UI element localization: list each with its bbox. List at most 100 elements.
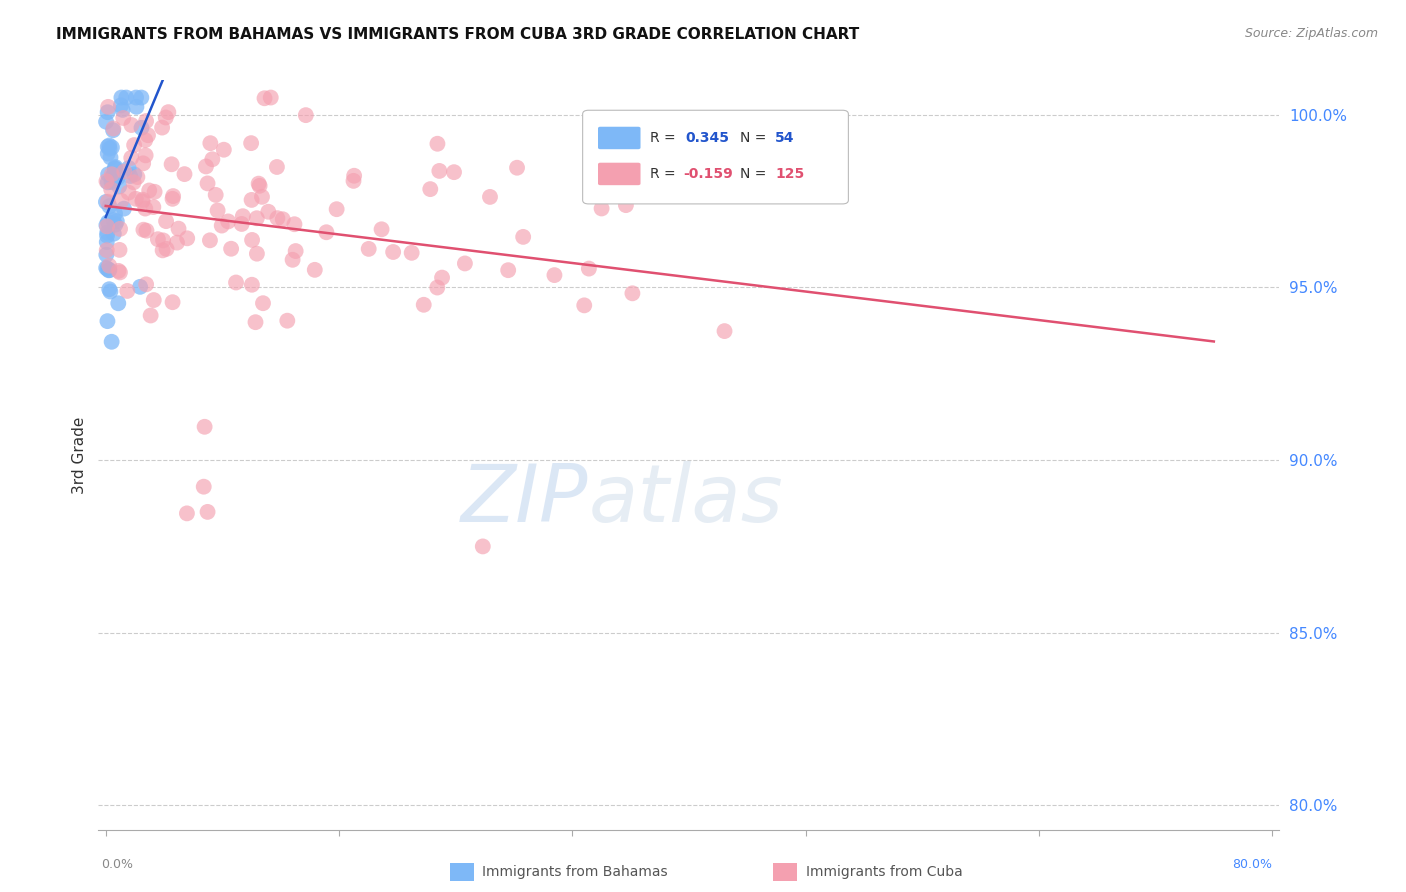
Point <box>155 111 177 125</box>
Point <box>152 233 174 247</box>
Point <box>108 222 131 236</box>
Point <box>136 128 159 143</box>
Point <box>138 184 160 198</box>
Point <box>212 143 235 157</box>
Point <box>167 221 190 235</box>
Point <box>98 259 121 273</box>
Point <box>111 103 134 117</box>
Point <box>97 139 120 153</box>
Point <box>135 148 157 162</box>
Point <box>295 108 318 122</box>
Point <box>211 219 233 233</box>
Point <box>257 204 280 219</box>
Text: Immigrants from Cuba: Immigrants from Cuba <box>806 865 962 880</box>
Point <box>357 242 380 256</box>
Point <box>325 202 347 217</box>
Point <box>249 178 271 193</box>
Point <box>176 507 198 521</box>
Point <box>252 296 274 310</box>
Point <box>713 324 735 338</box>
Point <box>240 193 263 207</box>
Point <box>157 105 180 120</box>
Text: IMMIGRANTS FROM BAHAMAS VS IMMIGRANTS FROM CUBA 3RD GRADE CORRELATION CHART: IMMIGRANTS FROM BAHAMAS VS IMMIGRANTS FR… <box>56 27 859 42</box>
Point <box>614 198 637 212</box>
Point <box>578 261 600 276</box>
Point <box>204 187 226 202</box>
Point <box>139 309 162 323</box>
Point <box>125 100 148 114</box>
Point <box>108 179 131 194</box>
Point <box>105 214 128 228</box>
Point <box>194 419 217 434</box>
Point <box>120 118 142 132</box>
Point <box>283 217 305 231</box>
Point <box>120 151 142 165</box>
Point <box>260 90 283 104</box>
Point <box>200 136 222 151</box>
FancyBboxPatch shape <box>598 127 641 149</box>
Point <box>142 293 165 307</box>
Text: N =: N = <box>740 131 766 145</box>
Text: ZIP: ZIP <box>461 461 589 539</box>
Point <box>132 156 155 170</box>
Y-axis label: 3rd Grade: 3rd Grade <box>72 417 87 493</box>
Point <box>134 202 156 216</box>
Text: 0.0%: 0.0% <box>101 858 134 871</box>
Point <box>176 231 198 245</box>
Point <box>426 280 449 294</box>
Point <box>125 90 148 104</box>
Point <box>142 200 165 214</box>
Point <box>104 218 127 232</box>
Point <box>96 314 118 328</box>
Point <box>370 222 392 236</box>
Point <box>97 194 120 209</box>
Point <box>574 298 596 312</box>
Point <box>96 260 118 275</box>
Point <box>219 242 242 256</box>
Point <box>131 120 153 135</box>
Point <box>276 314 298 328</box>
Point <box>240 136 263 150</box>
Point <box>217 214 239 228</box>
Point <box>98 199 121 213</box>
Point <box>96 226 118 240</box>
Point <box>146 232 169 246</box>
Point <box>112 164 135 178</box>
Point <box>110 194 132 208</box>
Point <box>207 203 229 218</box>
Point <box>155 214 177 228</box>
Point <box>246 211 269 226</box>
Point <box>401 245 423 260</box>
Text: -0.159: -0.159 <box>683 167 733 181</box>
Point <box>266 211 288 226</box>
Point <box>198 233 221 247</box>
Point <box>621 286 644 301</box>
Text: R =: R = <box>650 131 676 145</box>
Point <box>166 235 188 250</box>
Point <box>152 244 174 258</box>
Point <box>506 161 529 175</box>
Point <box>97 167 120 181</box>
Point <box>96 235 118 249</box>
Point <box>427 164 450 178</box>
FancyBboxPatch shape <box>598 162 641 186</box>
Point <box>97 215 120 229</box>
Point <box>115 90 138 104</box>
Point <box>135 224 157 238</box>
Point <box>543 268 565 282</box>
Point <box>134 133 156 147</box>
Point <box>160 157 183 171</box>
Text: 0.345: 0.345 <box>685 131 730 145</box>
Point <box>131 194 153 209</box>
Point <box>96 248 118 262</box>
Point <box>315 225 337 239</box>
Text: 125: 125 <box>775 167 804 181</box>
Point <box>232 209 254 223</box>
Point <box>304 263 326 277</box>
Point <box>117 186 139 200</box>
Point <box>100 151 122 165</box>
Point <box>253 91 276 105</box>
Point <box>98 285 121 299</box>
Point <box>343 169 366 183</box>
Point <box>96 261 118 276</box>
